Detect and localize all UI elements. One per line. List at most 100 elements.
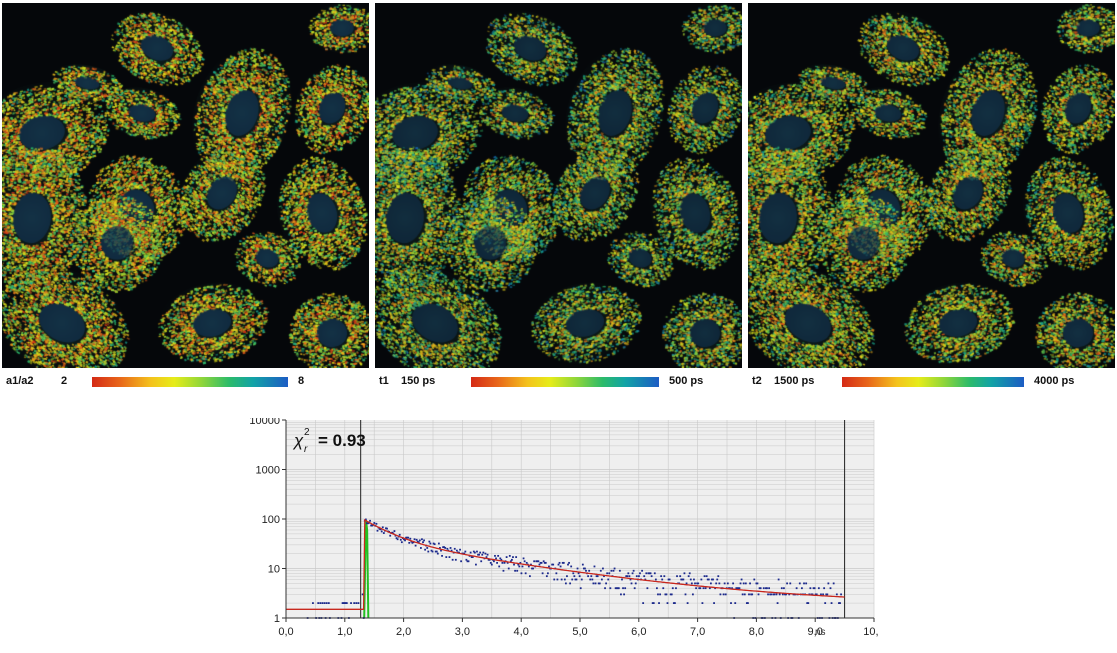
data-point [531,567,533,570]
data-point [767,593,769,596]
data-point [811,593,814,596]
data-point [610,569,613,572]
colorbar-label: t2 [752,375,762,387]
data-point [726,582,729,585]
fluorescence-image-t1 [375,3,742,368]
data-point [618,569,621,572]
data-point [813,587,816,590]
data-point [581,563,584,566]
x-axis-ticks: 0,0 1,0 2,0 3,0 4,0 5,0 6,0 7,0 8,0 9,0 10,0 [278,618,885,638]
data-point [809,587,812,590]
x-tick-label: 7,0 [690,626,705,638]
data-point [675,587,677,590]
data-point [350,602,352,604]
data-point [635,575,638,578]
data-point [480,560,483,563]
data-point [730,602,732,604]
data-point [700,578,703,581]
data-point [736,587,739,590]
data-point [685,582,688,585]
data-point [744,582,747,585]
data-point [709,582,712,585]
data-point [781,593,784,596]
data-point [540,561,543,564]
data-point [357,602,360,604]
data-point [555,572,558,575]
data-point [435,550,438,553]
data-point [629,578,632,581]
data-point [722,593,725,596]
data-point [470,556,473,558]
x-tick-label: 0,0 [278,626,293,638]
data-point [684,593,687,596]
data-point [545,575,548,578]
data-point [653,572,656,575]
data-point [560,578,563,581]
data-point [434,550,437,553]
data-point [405,536,407,539]
data-point [481,553,484,556]
data-point [536,560,539,563]
y-tick-label: 1000 [256,465,280,477]
data-point [517,563,520,566]
data-point [622,587,624,590]
colorbar-gradient [471,377,659,387]
data-point [839,602,841,604]
data-point [557,563,560,566]
data-point [666,602,669,604]
data-point [529,575,531,578]
data-point [506,561,509,564]
data-point [616,587,619,590]
data-point [533,560,536,563]
data-point [766,587,768,590]
data-point [661,578,664,581]
data-point [418,539,421,542]
data-point [683,572,686,575]
data-point [404,539,406,542]
data-point [701,602,704,604]
data-point [805,582,808,585]
data-point [840,593,842,596]
data-point [672,602,675,604]
data-point [487,558,490,561]
data-point [648,572,651,575]
data-point [676,575,678,578]
data-point [476,550,478,553]
data-point [575,578,578,581]
data-point [379,528,382,531]
data-point [645,572,648,575]
data-point [564,582,567,585]
data-point [659,593,661,596]
data-point [518,565,521,568]
data-point [574,578,577,581]
data-point [739,582,742,585]
data-point [515,556,518,558]
chi-subscript: r [304,444,308,455]
data-point [660,575,663,578]
data-point [589,578,592,581]
data-point [495,557,497,560]
data-point [400,541,403,544]
data-point [820,593,822,596]
data-point [783,587,785,590]
data-point [594,582,597,585]
data-point [785,593,787,596]
data-point [443,546,446,549]
data-point [527,565,530,568]
data-point [607,578,610,581]
data-point [446,547,449,550]
data-point [798,582,801,585]
data-point [429,542,432,545]
data-point [399,538,402,541]
data-point [319,602,322,604]
data-point [694,582,696,585]
data-point [538,563,541,566]
data-point [646,587,649,590]
data-point [691,593,694,596]
data-point [674,602,676,604]
data-point [631,572,634,575]
data-point [817,587,820,590]
data-point [471,556,474,558]
data-point [626,575,629,578]
data-point [576,567,579,570]
